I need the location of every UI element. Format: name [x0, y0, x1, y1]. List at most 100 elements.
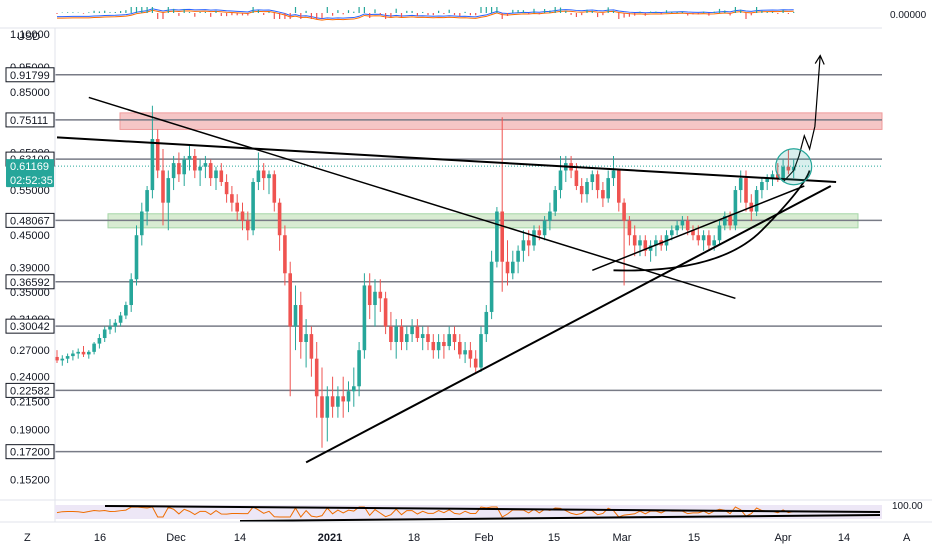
candle-body-49	[314, 358, 319, 397]
candle-body-107	[622, 202, 626, 221]
price-tick-0: 1.10000	[10, 29, 50, 41]
ascending-trendline	[305, 185, 832, 464]
candle-body-40	[267, 174, 271, 179]
projection-arrow-icon	[814, 54, 825, 65]
candle-body-45	[293, 305, 298, 327]
candle-body-55	[346, 391, 351, 402]
candle-body-5	[81, 351, 86, 355]
level-label-0: 0.91799	[10, 70, 50, 82]
candle-body-132	[754, 190, 759, 212]
candle-body-10	[108, 326, 112, 330]
time-tick-3: 2021	[318, 532, 342, 544]
price-tick-12: 0.21500	[10, 396, 50, 408]
candle-body-37	[251, 182, 255, 231]
candle-body-43	[283, 235, 287, 274]
price-tick-7: 0.39000	[10, 262, 50, 274]
candle-body-95	[558, 170, 563, 191]
level-label-6: 0.22582	[10, 385, 50, 397]
level-badge-5	[5, 318, 55, 334]
rsi-band	[55, 505, 882, 519]
candle-body-65	[399, 326, 404, 342]
candle-body-16	[140, 211, 144, 236]
candle-body-110	[638, 240, 642, 246]
oscillator-line-1	[56, 8, 794, 20]
candle-body-127	[728, 216, 732, 226]
candle-body-31	[219, 170, 224, 183]
level-badge-4	[5, 274, 55, 290]
candle-body-74	[447, 334, 451, 347]
candle-body-64	[394, 326, 398, 342]
candle-body-87	[516, 250, 520, 262]
price-scale[interactable]: USD 1.100000.950000.850000.750000.650000…	[5, 29, 55, 486]
candle-body-36	[246, 220, 250, 231]
candle-body-88	[521, 240, 526, 251]
candle-body-13	[124, 305, 128, 316]
candle-body-41	[272, 174, 277, 203]
candle-body-103	[601, 190, 605, 199]
auto-scale-icon[interactable]: A	[903, 532, 911, 544]
price-tick-5: 0.55000	[10, 185, 50, 197]
level-label-4: 0.36592	[10, 277, 50, 289]
candle-body-73	[442, 342, 446, 347]
candle-body-44	[288, 273, 292, 327]
oscillator-value-label: 0.00000	[890, 10, 927, 21]
candle-body-63	[389, 326, 393, 342]
candle-body-54	[341, 396, 345, 402]
candle-body-90	[532, 230, 536, 246]
rsi-pane: 100.00	[55, 501, 923, 522]
level-badge-7	[5, 444, 55, 460]
candle-body-124	[712, 240, 716, 246]
resistance-zone	[119, 112, 883, 130]
currency-label: USD	[17, 31, 40, 43]
candle-body-46	[299, 305, 303, 342]
timezone-icon[interactable]: Z	[24, 532, 31, 544]
price-tick-11: 0.24000	[10, 372, 50, 384]
time-axis[interactable]: Z 16 Dec 14 2021 18 Feb 15 Mar 15 Apr 14 A	[24, 532, 911, 544]
candle-body-60	[373, 291, 377, 306]
level-badge-1	[5, 112, 55, 128]
candle-body-25	[187, 155, 192, 160]
candle-body-59	[367, 285, 372, 306]
candle-body-0	[55, 356, 59, 361]
candle-body-109	[632, 235, 637, 246]
candle-body-106	[617, 170, 621, 203]
candle-body-83	[495, 211, 499, 262]
candle-body-26	[193, 155, 197, 171]
candle-body-19	[155, 139, 160, 171]
price-tick-2: 0.85000	[10, 87, 50, 99]
candle-body-24	[182, 159, 186, 175]
current-price-badge: 0.61169 02:52:35	[6, 159, 54, 188]
candle-body-35	[240, 211, 245, 221]
candle-body-137	[781, 166, 785, 179]
candle-body-20	[161, 170, 165, 203]
candle-body-38	[256, 170, 261, 183]
candle-body-112	[648, 245, 653, 251]
candle-body-119	[685, 220, 690, 231]
horizontal-levels	[55, 74, 882, 453]
candle-body-71	[431, 342, 436, 351]
candle-body-126	[723, 216, 727, 226]
candle-body-2	[65, 356, 70, 359]
candle-body-70	[426, 334, 430, 342]
current-price-label: 0.61169	[10, 161, 49, 173]
candle-body-79	[473, 358, 478, 368]
candle-body-125	[717, 225, 722, 241]
candle-body-92	[542, 220, 547, 236]
candle-body-53	[336, 396, 340, 407]
candle-body-27	[198, 166, 202, 171]
time-tick-1: Dec	[166, 532, 186, 544]
candle-body-58	[362, 285, 367, 351]
candle-body-4	[76, 351, 80, 354]
level-label-1: 0.75111	[10, 115, 48, 127]
candle-body-99	[579, 186, 584, 195]
candle-body-80	[479, 334, 483, 368]
price-tick-10: 0.27000	[10, 345, 50, 357]
candle-body-34	[235, 202, 239, 212]
candle-body-15	[134, 235, 139, 280]
oscillator-line-2	[56, 9, 794, 21]
candle-body-122	[701, 235, 706, 241]
candle-body-128	[733, 190, 738, 226]
candle-body-12	[118, 315, 123, 323]
countdown-label: 02:52:35	[10, 175, 53, 187]
